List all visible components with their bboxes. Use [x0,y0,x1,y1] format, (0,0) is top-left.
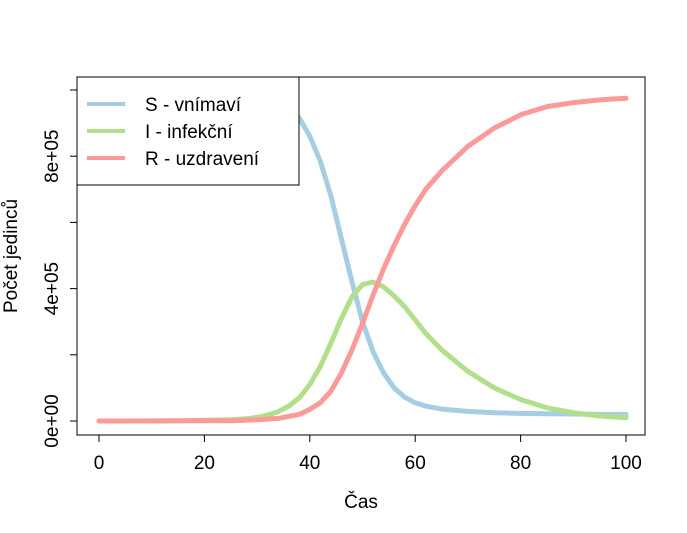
series-line-i [96,279,629,424]
x-tick-label: 80 [510,453,531,474]
legend-label-s: S - vnímaví [145,95,242,116]
x-axis: 0 20 40 60 80 100 [94,434,642,474]
x-tick-label: 60 [405,453,426,474]
x-axis-label: Čas [344,491,378,513]
y-axis-label: Počet jedinců [1,199,22,313]
x-tick-label: 20 [194,453,215,474]
x-tick-label: 100 [610,453,642,474]
legend: S - vnímaví I - infekční R - uzdravení [76,76,300,186]
y-tick-label: 0e+00 [42,394,63,447]
legend-label-i: I - infekční [145,122,233,143]
y-tick-label: 4e+05 [42,262,63,315]
y-axis: 0e+00 4e+05 8e+05 [42,89,78,448]
series-line-r [96,95,629,424]
x-tick-label: 40 [299,453,320,474]
x-tick-label: 0 [94,453,105,474]
legend-label-r: R - uzdravení [145,149,260,170]
y-tick-label: 8e+05 [42,130,63,183]
